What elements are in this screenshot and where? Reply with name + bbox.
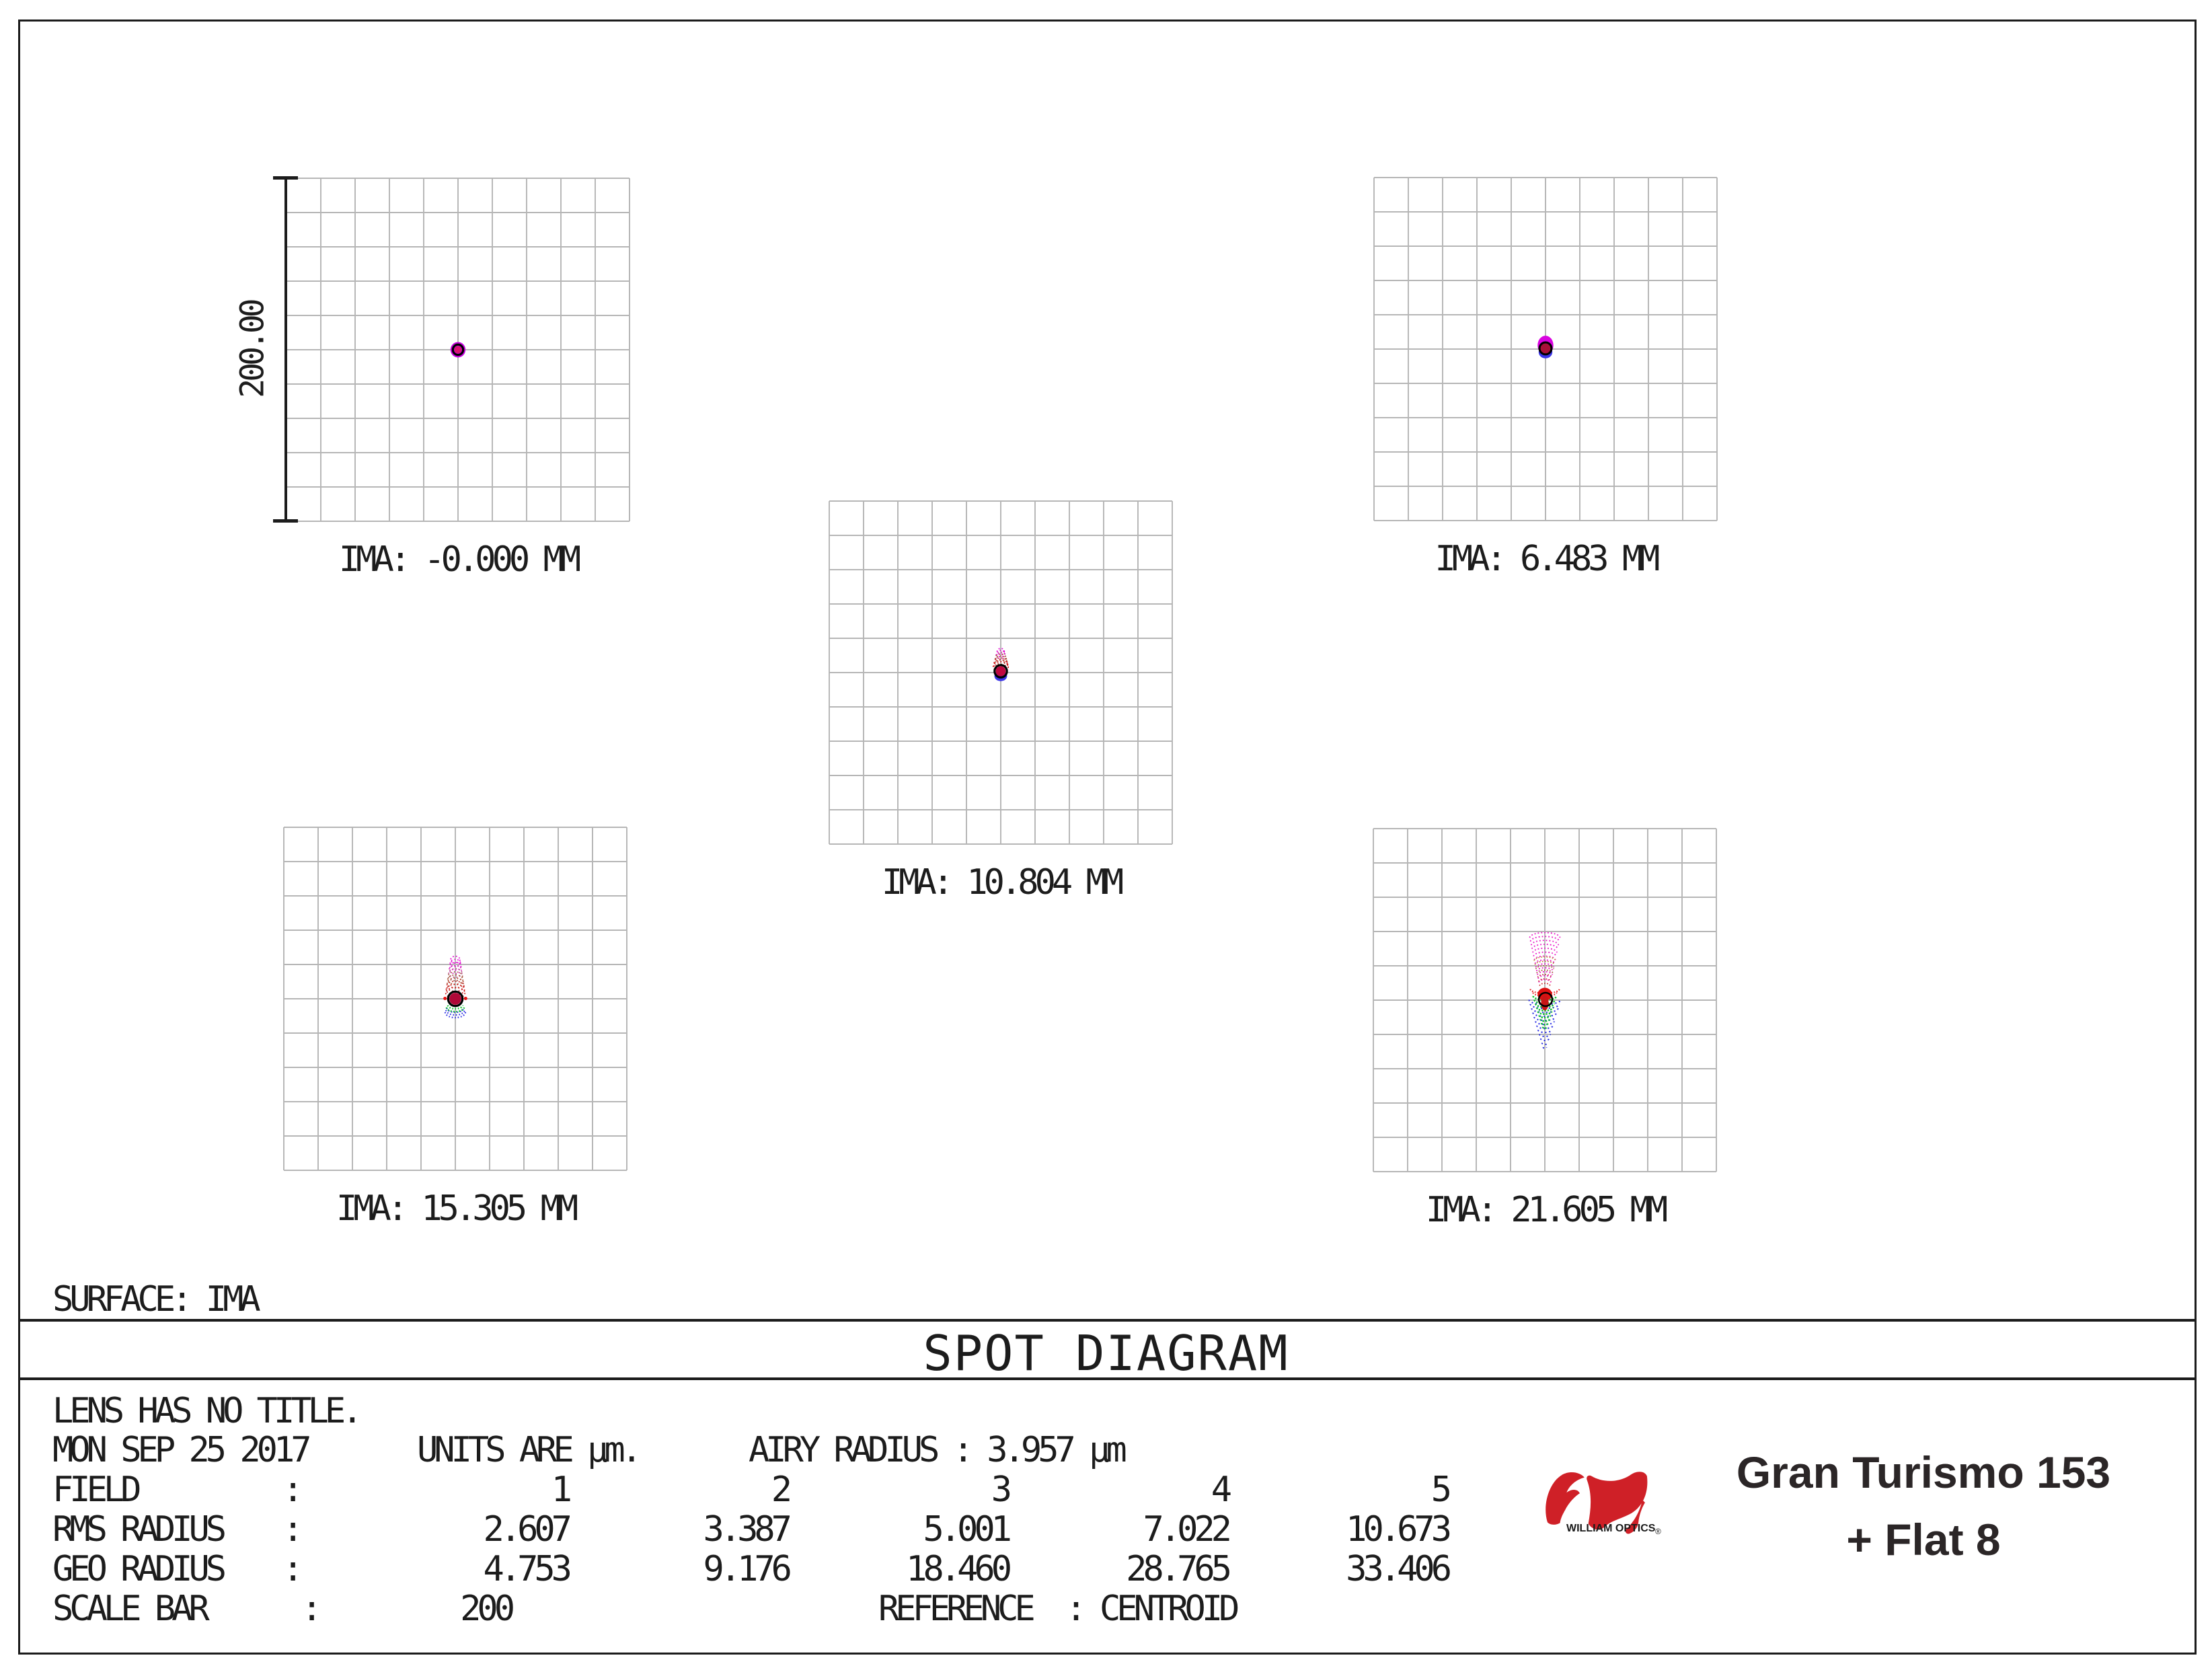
scale-bar-label-box: 200.00 xyxy=(233,178,273,521)
plot-frame xyxy=(18,20,2197,1655)
field-value-3: 3 xyxy=(991,1470,1012,1510)
spot-panel-field-4: IMA: 15.305 MM xyxy=(283,827,627,1226)
field-value-2: 2 xyxy=(771,1470,792,1510)
ima-label-field-4: IMA: 15.305 MM xyxy=(336,1188,578,1229)
spot-grid-field-2 xyxy=(1373,177,1718,521)
ima-label-field-5: IMA: 21.605 MM xyxy=(1425,1190,1668,1230)
date-label: MON SEP 25 2017 xyxy=(52,1430,312,1470)
scalebar-row-value: 200 xyxy=(460,1589,515,1629)
spot-panel-field-3: IMA: 10.804 MM xyxy=(829,500,1173,900)
lens-title-line: LENS HAS NO TITLE. xyxy=(52,1391,363,1431)
spot-panel-field-2: IMA: 6.483 MM xyxy=(1373,177,1718,576)
geo-value-5: 33.406 xyxy=(1346,1549,1452,1589)
divider-upper xyxy=(18,1319,2197,1322)
geo-row-colon: : xyxy=(282,1549,303,1589)
geo-value-3: 18.460 xyxy=(906,1549,1012,1589)
spot-grid-field-5 xyxy=(1373,828,1717,1172)
william-optics-wordmark: WILLIAM OPTICS xyxy=(1566,1523,1656,1534)
field-value-4: 4 xyxy=(1211,1470,1232,1510)
rms-row-colon: : xyxy=(282,1509,303,1550)
airy-radius-label: AIRY RADIUS : 3.957 µm xyxy=(749,1430,1127,1470)
rms-value-3: 5.001 xyxy=(923,1509,1012,1550)
registered-mark: ® xyxy=(1655,1527,1661,1536)
rms-value-4: 7.022 xyxy=(1143,1509,1232,1550)
field-value-1: 1 xyxy=(551,1470,572,1510)
spot-grid-field-4 xyxy=(283,827,627,1171)
rms-value-5: 10.673 xyxy=(1346,1509,1452,1550)
spot-panel-field-1: IMA: -0.000 MM xyxy=(286,178,630,577)
scalebar-row-colon: : xyxy=(301,1589,322,1629)
reference-label: REFERENCE : CENTROID xyxy=(878,1589,1240,1629)
rms-value-2: 3.387 xyxy=(703,1509,792,1550)
scale-bar-line xyxy=(284,178,287,521)
rms-row-label: RMS RADIUS xyxy=(52,1509,227,1550)
page-title: SPOT DIAGRAM xyxy=(923,1325,1289,1381)
ima-label-field-1: IMA: -0.000 MM xyxy=(338,539,581,580)
rms-value-1: 2.607 xyxy=(483,1509,572,1550)
geo-value-1: 4.753 xyxy=(483,1549,572,1589)
geo-value-2: 9.176 xyxy=(703,1549,792,1589)
field-row-label: FIELD xyxy=(52,1470,142,1510)
units-label: UNITS ARE µm. xyxy=(417,1430,642,1470)
spot-panel-field-5: IMA: 21.605 MM xyxy=(1373,828,1717,1227)
william-optics-logo-icon xyxy=(1546,1472,1648,1534)
spot-grid-field-3 xyxy=(829,500,1173,845)
scale-bar-cap-top xyxy=(273,176,298,180)
divider-lower xyxy=(18,1377,2197,1380)
ima-label-field-3: IMA: 10.804 MM xyxy=(881,862,1124,903)
field-row-colon: : xyxy=(282,1470,303,1510)
scalebar-row-label: SCALE BAR xyxy=(52,1589,210,1629)
lens-name-line2: + Flat 8 xyxy=(1846,1515,2001,1564)
scale-bar-cap-bottom xyxy=(273,519,298,523)
scale-bar-label: 200.00 xyxy=(234,301,272,398)
geo-row-label: GEO RADIUS xyxy=(52,1549,227,1589)
surface-label: SURFACE: IMA xyxy=(52,1279,261,1320)
ima-label-field-2: IMA: 6.483 MM xyxy=(1435,539,1661,579)
spot-grid-field-1 xyxy=(286,178,630,522)
field-value-5: 5 xyxy=(1431,1470,1452,1510)
lens-name-line1: Gran Turismo 153 xyxy=(1736,1447,2111,1497)
geo-value-4: 28.765 xyxy=(1126,1549,1232,1589)
